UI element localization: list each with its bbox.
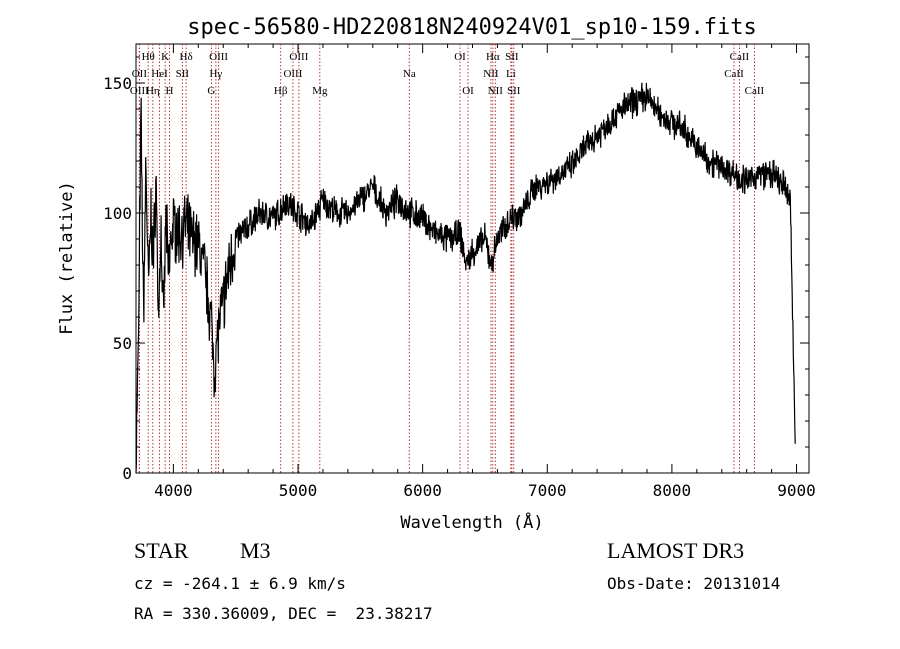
x-axis-label: Wavelength (Å) [400,511,543,533]
spectral-line-label: SII [176,68,190,80]
spectral-line-label: Hη [146,85,160,97]
spectral-line-label: OIII [289,51,308,63]
y-axis: 0 50 100 150 [103,56,809,483]
spectral-line-label: OI [454,51,466,63]
spectral-line-label: SII [505,51,519,63]
x-tick-label: 4000 [154,481,193,500]
spectral-line-label: OIII [209,51,228,63]
spectral-line-label: OIII [130,85,149,97]
observation-date: Obs-Date: 20131014 [607,574,781,593]
x-tick-label: 7000 [528,481,567,500]
spectral-line-label: NII [483,68,499,80]
plot-frame [135,43,810,474]
spectral-line-label: K [161,51,169,63]
object-subclass: M3 [240,538,271,563]
y-axis-label: Flux (relative) [57,181,77,335]
spectral-line-label: Hβ [274,85,288,97]
y-tick-label: 0 [122,464,132,483]
y-tick-label: 50 [113,334,132,353]
y-tick-label: 100 [103,204,132,223]
spectral-line-label: Hα [486,51,500,63]
x-tick-label: 6000 [403,481,442,500]
spectral-line-label: SII [507,85,521,97]
spectral-line-label: Hδ [180,51,193,63]
survey-name: LAMOST DR3 [607,538,745,563]
spectral-line-label: OI [462,85,474,97]
redshift-cz: cz = -264.1 ± 6.9 km/s [134,574,346,593]
spectral-line-label: NII [488,85,504,97]
spectral-line-label: H [166,85,174,97]
spectral-line-label: HeI [151,68,168,80]
spectral-line-label: G [207,85,215,97]
x-tick-label: 5000 [279,481,318,500]
spectral-line-label: Na [403,68,416,80]
x-tick-label: 8000 [653,481,692,500]
spectral-line-label: CaII [730,51,750,63]
spectral-line-label: Li [506,68,516,80]
spectral-line-label: Hγ [209,68,222,80]
spectral-line-label: OIII [283,68,302,80]
object-type: STAR [134,538,189,563]
spectral-line-label: CaII [724,68,744,80]
coordinates: RA = 330.36009, DEC = 23.38217 [134,604,433,623]
spectrum-line [135,82,796,474]
y-tick-label: 150 [103,74,132,93]
spectral-line-label: Mg [312,85,328,97]
x-axis: 4000 5000 6000 7000 8000 9000 [154,44,816,500]
spectral-line-label: CaII [745,85,765,97]
chart-title: spec-56580-HD220818N240924V01_sp10-159.f… [187,15,757,40]
x-tick-label: 9000 [777,481,816,500]
spectral-line-label: OII [132,68,148,80]
spectral-line-label: Hθ [142,51,155,63]
